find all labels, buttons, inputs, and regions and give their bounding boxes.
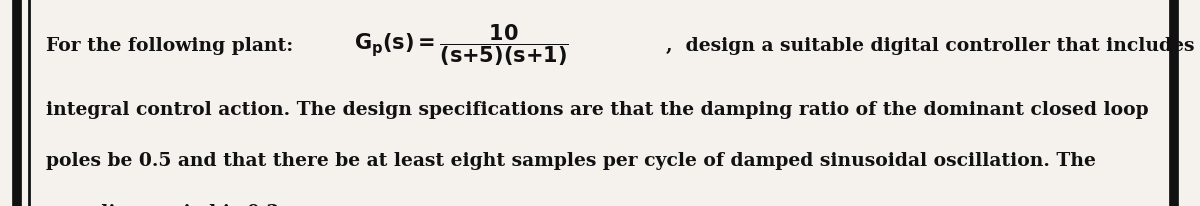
Text: sampling period is 0.2 sec.: sampling period is 0.2 sec.	[46, 203, 325, 206]
Text: For the following plant:: For the following plant:	[46, 36, 306, 54]
Text: $\mathbf{G_p(s) = \dfrac{10}{(s{+}5)(s{+}1)}}$: $\mathbf{G_p(s) = \dfrac{10}{(s{+}5)(s{+…	[354, 23, 569, 68]
Text: integral control action. The design specifications are that the damping ratio of: integral control action. The design spec…	[46, 100, 1148, 118]
Text: ,  design a suitable digital controller that includes an: , design a suitable digital controller t…	[666, 36, 1200, 54]
Text: poles be 0.5 and that there be at least eight samples per cycle of damped sinuso: poles be 0.5 and that there be at least …	[46, 152, 1096, 170]
